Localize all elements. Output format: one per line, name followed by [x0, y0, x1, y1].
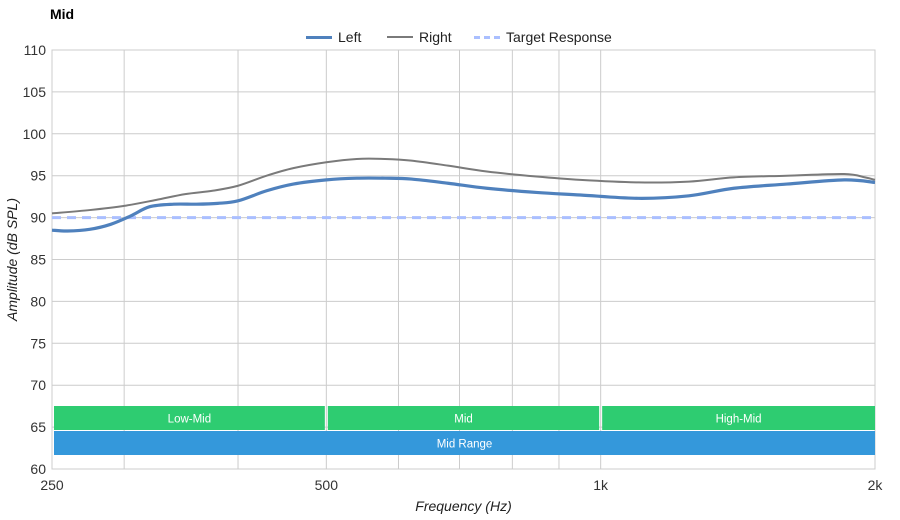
y-tick-label: 85: [30, 252, 46, 268]
series-left-line: [51, 176, 876, 233]
y-tick-label: 70: [30, 377, 46, 393]
band-mid-range: [54, 431, 875, 455]
band-label: Mid Range: [437, 439, 493, 451]
chart-title: Mid: [50, 6, 75, 22]
band-low-mid: [54, 406, 325, 430]
x-tick-label: 2k: [868, 477, 884, 493]
x-axis-title: Frequency (Hz): [415, 498, 511, 514]
band-label: Mid: [454, 414, 473, 426]
legend-item-right[interactable]: Right: [387, 27, 452, 47]
legend-item-target[interactable]: Target Response: [474, 27, 612, 47]
y-axis-title: Amplitude (dB SPL): [4, 198, 20, 322]
y-tick-label: 75: [30, 335, 46, 351]
y-tick-label: 100: [23, 126, 47, 142]
band-high-mid: [602, 406, 875, 430]
y-tick-label: 110: [24, 42, 47, 58]
legend-swatch-right: [387, 36, 413, 38]
legend-label-right: Right: [419, 29, 452, 45]
band-mid: [327, 406, 600, 430]
y-tick-label: 65: [30, 419, 46, 435]
y-tick-label: 80: [30, 293, 46, 309]
series-right-line: [51, 157, 876, 215]
x-tick-label: 1k: [593, 477, 609, 493]
y-tick-label: 105: [23, 84, 47, 100]
y-tick-label: 60: [30, 461, 46, 477]
band-label: Low-Mid: [168, 414, 211, 426]
y-tick-label: 90: [30, 210, 46, 226]
legend-swatch-left: [306, 35, 332, 39]
x-tick-label: 500: [315, 477, 339, 493]
legend-item-left[interactable]: Left: [306, 27, 361, 47]
x-tick-label: 250: [40, 477, 64, 493]
legend-swatch-target: [474, 35, 500, 39]
legend: Left Right Target Response: [0, 27, 900, 47]
band-label: High-Mid: [716, 414, 762, 426]
legend-label-target: Target Response: [506, 29, 612, 45]
y-tick-label: 95: [30, 168, 46, 184]
legend-label-left: Left: [338, 29, 362, 45]
